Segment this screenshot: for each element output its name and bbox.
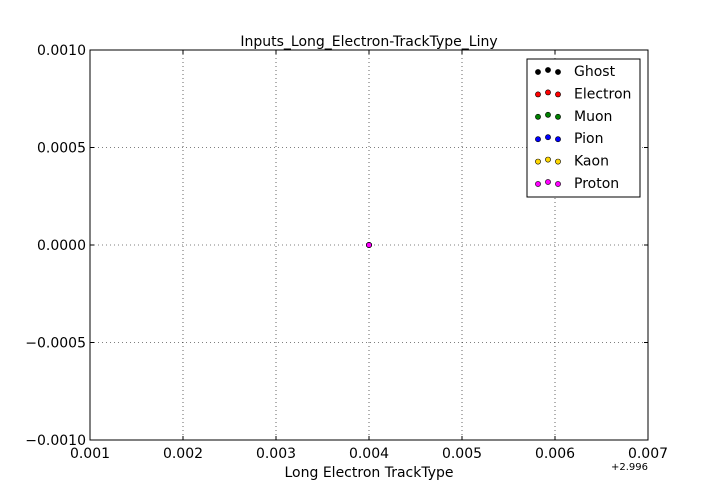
legend-marker xyxy=(535,136,541,143)
legend-label: Ghost xyxy=(574,64,616,80)
legend-marker xyxy=(545,89,551,96)
x-tick-label: 0.006 xyxy=(535,446,575,462)
x-axis-label: Long Electron TrackType xyxy=(285,465,454,481)
legend-marker xyxy=(535,69,541,75)
legend-marker xyxy=(555,69,561,75)
x-tick-label: 0.003 xyxy=(256,446,296,462)
x-tick-label: 0.007 xyxy=(628,446,668,462)
x-tick-label: 0.001 xyxy=(70,446,110,462)
legend-label: Electron xyxy=(574,86,631,102)
points-layer xyxy=(366,242,372,248)
legend-marker xyxy=(535,91,541,98)
legend-marker xyxy=(555,158,561,165)
data-point xyxy=(366,242,372,248)
legend-marker xyxy=(545,134,551,141)
x-offset-label: +2.996 xyxy=(611,462,648,473)
legend-marker xyxy=(555,181,561,187)
chart-title: Inputs_Long_Electron-TrackType_Liny xyxy=(240,34,497,50)
x-tick-label: 0.005 xyxy=(442,446,482,462)
legend-label: Proton xyxy=(574,176,619,192)
legend-marker xyxy=(535,113,541,120)
legend-marker xyxy=(555,91,561,98)
legend: Ghost Electron Muon Pion Kaon Proton xyxy=(526,58,641,198)
legend-marker xyxy=(555,136,561,143)
legend-marker xyxy=(535,181,541,187)
x-tick-label: 0.002 xyxy=(163,446,203,462)
legend-marker xyxy=(535,158,541,165)
legend-marker xyxy=(545,111,551,118)
legend-marker xyxy=(545,67,551,73)
legend-label: Muon xyxy=(574,109,612,125)
y-tick-label: 0.0005 xyxy=(37,141,86,157)
legend-marker xyxy=(545,179,551,185)
y-tick-label: 0.0010 xyxy=(37,43,86,59)
ticks-layer: 0.001 0.002 0.003 0.004 0.005 0.006 0.007 −0.00… xyxy=(25,43,668,462)
legend-label: Kaon xyxy=(574,154,609,170)
y-tick-label: 0.0000 xyxy=(37,238,86,254)
legend-label: Pion xyxy=(574,131,603,147)
legend-box xyxy=(526,58,641,198)
y-tick-label: −0.0010 xyxy=(25,433,86,449)
y-tick-label: −0.0005 xyxy=(25,336,86,352)
legend-marker xyxy=(555,113,561,120)
plot-frame xyxy=(89,49,649,441)
legend-marker xyxy=(545,156,551,163)
x-tick-label: 0.004 xyxy=(349,446,389,462)
